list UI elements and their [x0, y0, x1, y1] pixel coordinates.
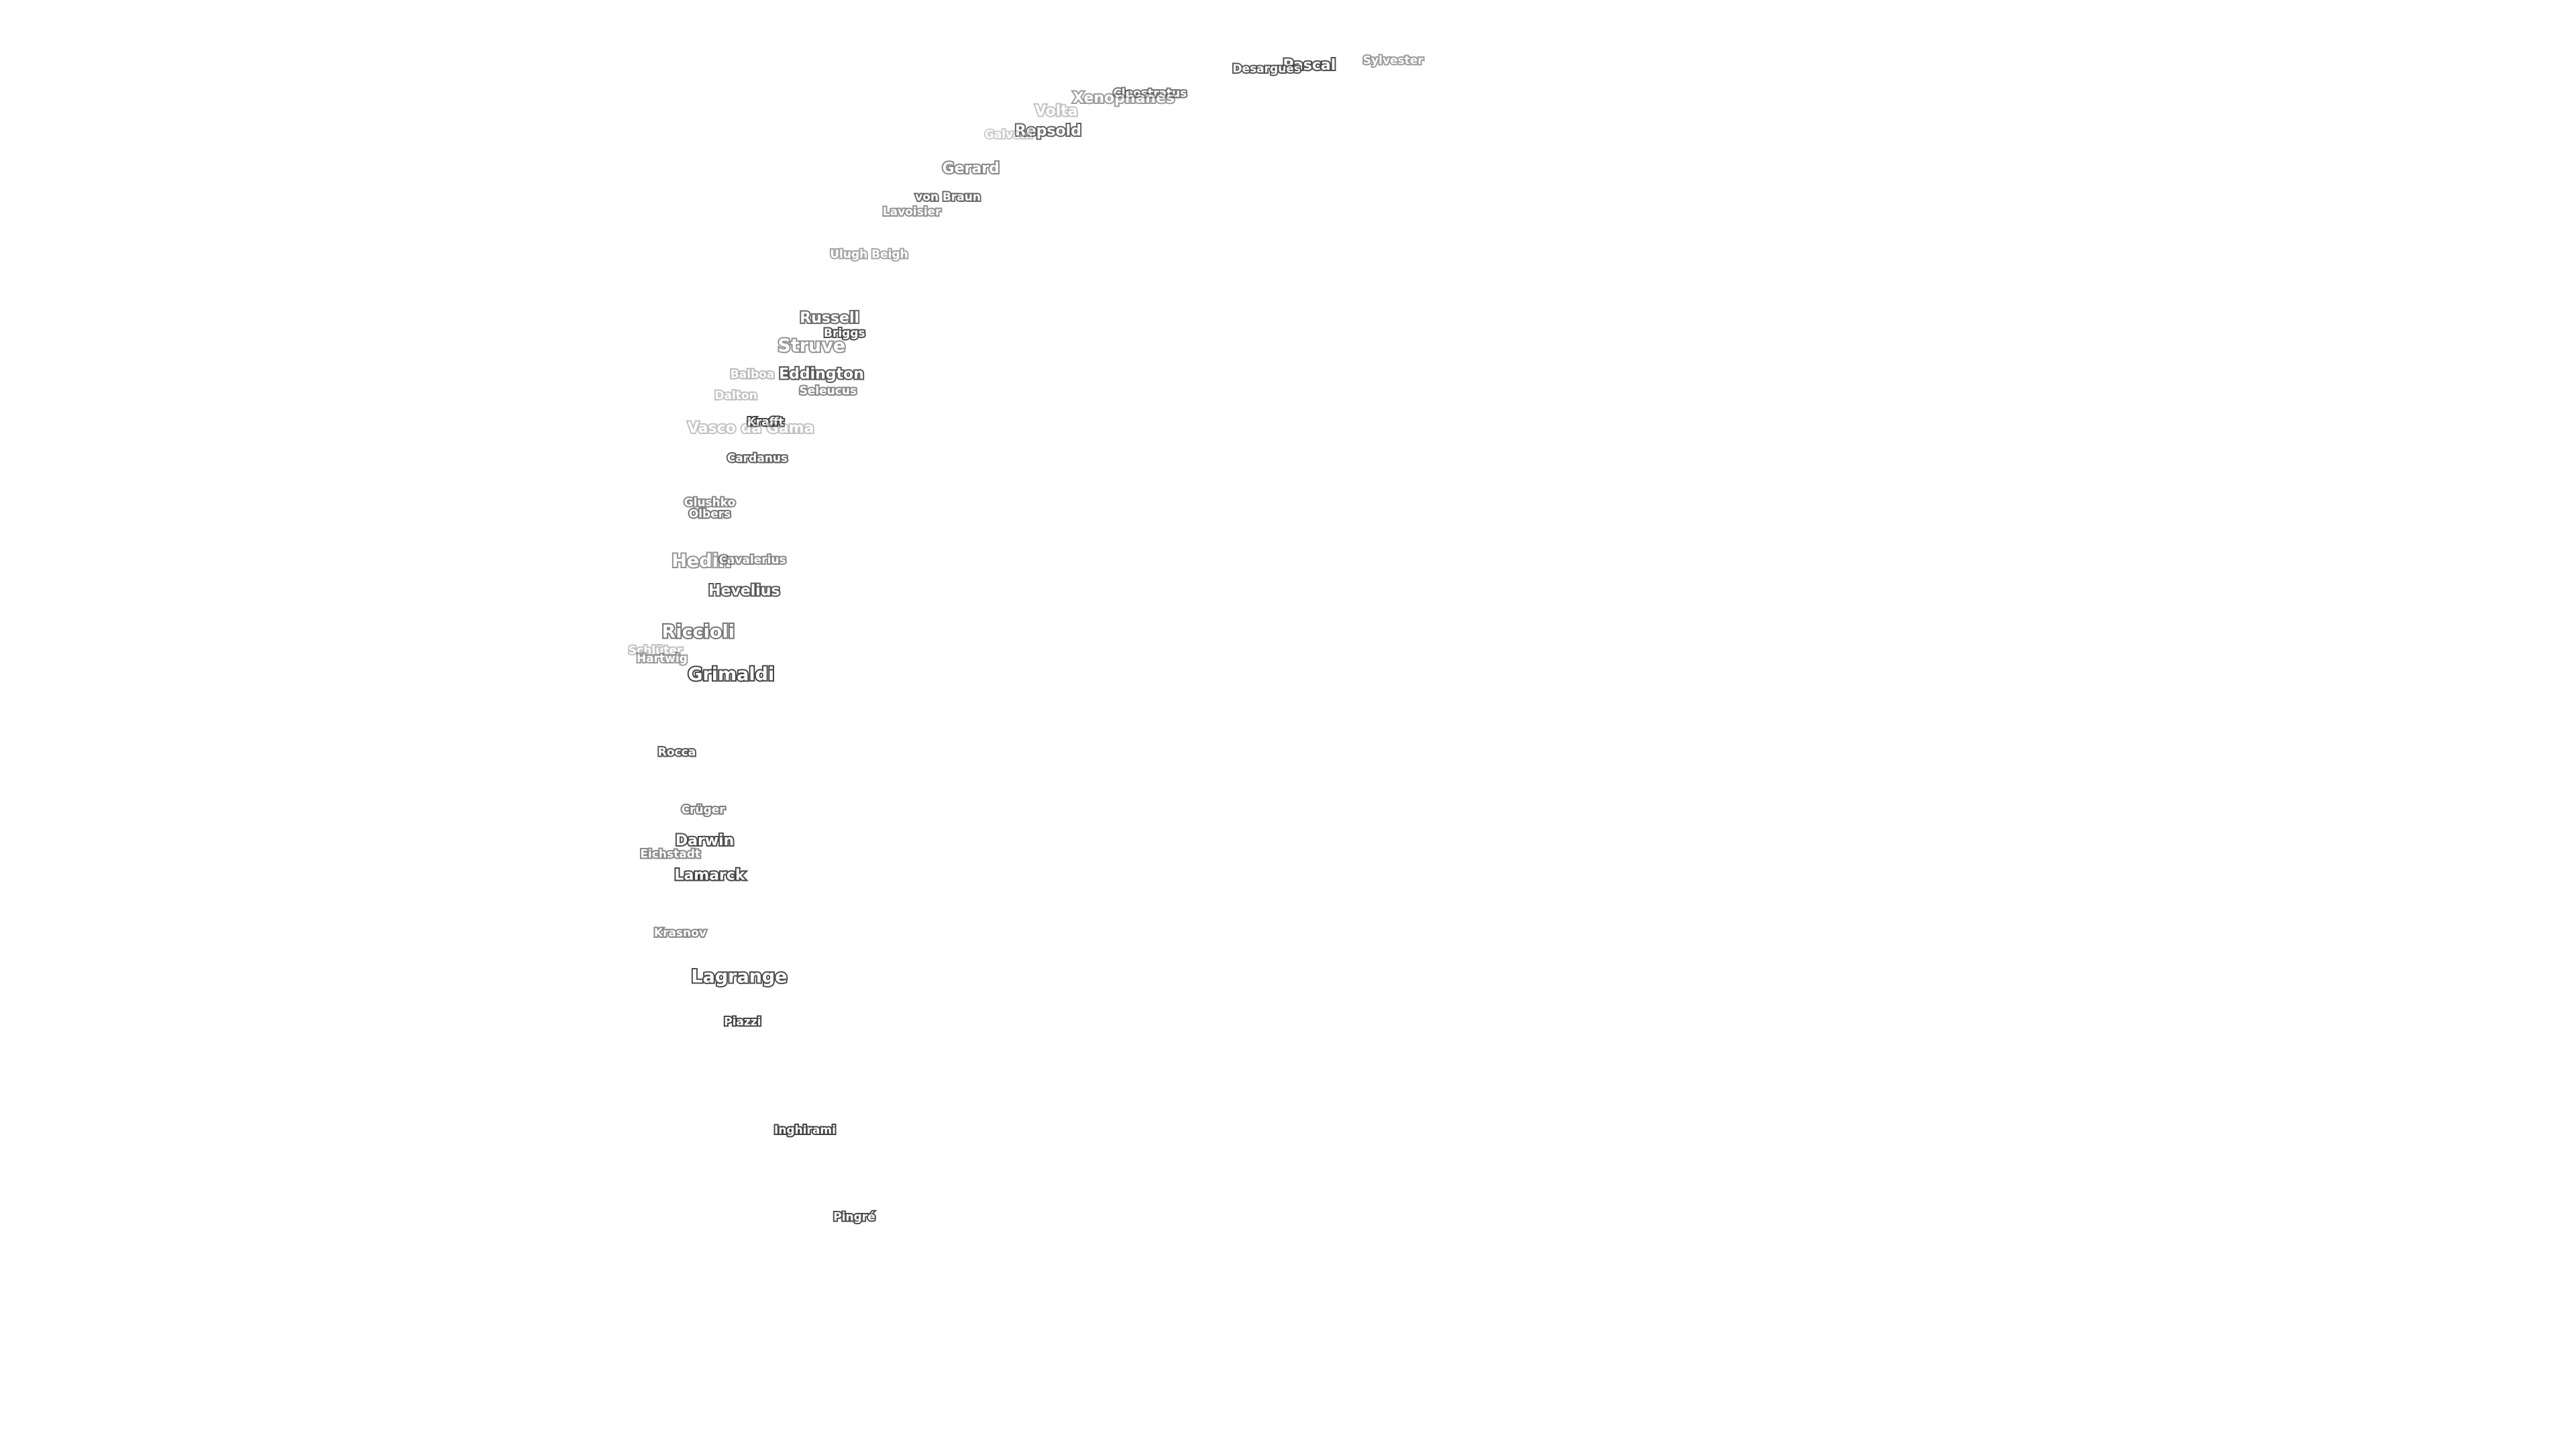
- crater-label: Eichstadt: [640, 848, 700, 861]
- crater-label: Piazzi: [724, 1015, 761, 1028]
- crater-label: Rocca: [658, 746, 696, 759]
- crater-label: Lagrange: [691, 967, 787, 987]
- crater-label: Hevelius: [708, 583, 780, 600]
- crater-label: Volta: [1035, 103, 1078, 120]
- crater-label: Lamarck: [674, 867, 746, 883]
- crater-label: Galvani: [985, 128, 1033, 142]
- crater-label: Pascal: [1283, 57, 1336, 74]
- crater-label: Seleucus: [800, 384, 857, 398]
- crater-label: Briggs: [824, 327, 865, 340]
- crater-label: Grimaldi: [688, 664, 774, 685]
- crater-label: Schlüter: [629, 644, 683, 657]
- crater-label: Darwin: [676, 833, 734, 849]
- crater-label: Cardanus: [727, 451, 788, 465]
- crater-label: Krafft: [747, 415, 784, 429]
- crater-label: Russell: [800, 310, 859, 327]
- crater-label: Balboa: [731, 368, 775, 381]
- crater-label: Eddington: [779, 366, 864, 382]
- crater-label: Ulugh Beigh: [830, 248, 908, 262]
- crater-label: Inghirami: [774, 1124, 836, 1137]
- crater-label: Struve: [777, 335, 845, 356]
- crater-label: Pingré: [833, 1211, 875, 1224]
- crater-label: Dalton: [714, 389, 757, 402]
- crater-label: Cavalerius: [718, 553, 786, 567]
- crater-label: Repsold: [1015, 123, 1081, 140]
- crater-label: Gerard: [943, 160, 1000, 177]
- crater-label: Krasnov: [654, 926, 706, 940]
- crater-label: Sylvester: [1363, 54, 1424, 68]
- crater-label: Crüger: [682, 803, 726, 816]
- crater-label: Hedin: [672, 551, 731, 572]
- crater-label: von Braun: [915, 191, 981, 204]
- crater-label: Riccioli: [662, 621, 735, 642]
- crater-label: Vasco da Gama: [688, 420, 814, 437]
- crater-label: Desargues: [1232, 62, 1301, 76]
- crater-label: Hartwig: [637, 652, 688, 665]
- crater-label: Lavoisier: [883, 205, 941, 219]
- crater-label: Xenophanes: [1073, 90, 1175, 107]
- crater-label: Cleostratus: [1113, 87, 1187, 101]
- crater-label: Olbers: [689, 508, 731, 521]
- crater-label: Glushko: [684, 496, 736, 509]
